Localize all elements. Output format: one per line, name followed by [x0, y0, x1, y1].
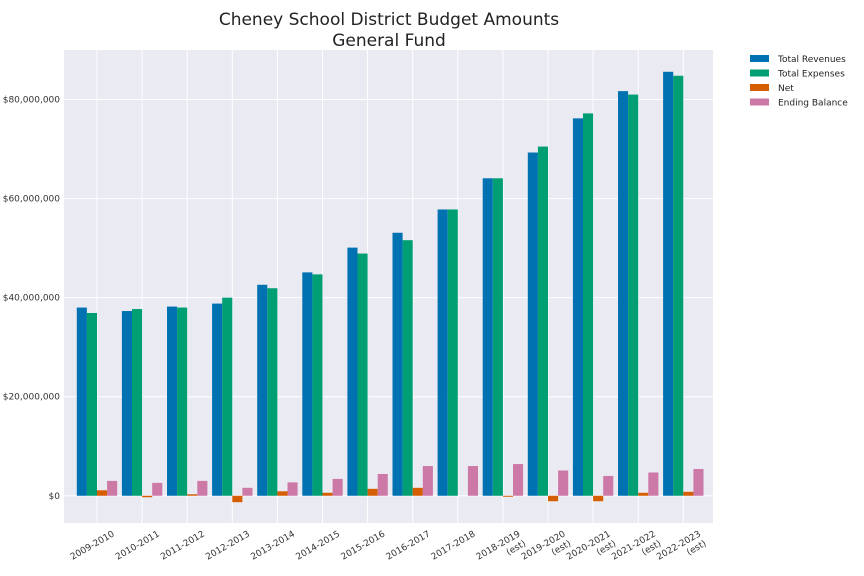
bar-ending-balance-12 [648, 472, 659, 496]
bar-ending-balance-11 [603, 475, 614, 496]
legend-swatch-2 [750, 84, 769, 91]
x-tick-label-13: 2022-2023(est) [655, 529, 708, 562]
legend-label-2: Net [778, 84, 794, 94]
bar-total-revenues-10 [527, 152, 538, 496]
bar-ending-balance-7 [422, 466, 433, 496]
bar-total-expenses-7 [402, 240, 413, 496]
x-tick-label-3: 2012-2013 [204, 529, 251, 562]
bar-total-revenues-2 [167, 306, 178, 496]
bar-net-5 [322, 492, 333, 496]
chart-title: Cheney School District Budget Amounts [219, 10, 559, 30]
x-tick-label-11: 2020-2021(est) [565, 529, 618, 562]
bar-net-1 [142, 495, 153, 498]
y-tick-label: $60,000,000 [3, 195, 61, 205]
bar-total-expenses-10 [537, 146, 548, 496]
bar-total-revenues-4 [257, 284, 268, 496]
bar-total-expenses-3 [222, 297, 233, 496]
bar-total-revenues-1 [121, 311, 132, 496]
bar-total-expenses-12 [628, 94, 639, 496]
bar-net-0 [97, 490, 108, 496]
x-tick-label: 2016-2017 [385, 529, 432, 562]
x-tick-label: 2010-2011 [114, 529, 161, 562]
x-tick-label: 2012-2013 [204, 529, 251, 562]
bar-total-expenses-13 [673, 75, 684, 496]
y-tick-label: $40,000,000 [3, 294, 61, 304]
bar-total-expenses-11 [583, 113, 594, 496]
x-tick-label-5: 2014-2015 [295, 529, 342, 562]
bar-total-expenses-2 [177, 307, 188, 496]
bar-total-revenues-7 [392, 232, 403, 496]
bar-total-expenses-0 [86, 313, 97, 496]
bar-total-expenses-6 [357, 253, 368, 496]
chart-subtitle: General Fund [332, 31, 446, 51]
bar-ending-balance-9 [513, 464, 524, 496]
x-tick-label-4: 2013-2014 [249, 529, 297, 562]
legend-swatch-0 [750, 55, 769, 62]
bar-total-revenues-0 [76, 307, 87, 496]
bar-ending-balance-2 [197, 480, 208, 496]
bar-total-expenses-1 [132, 309, 143, 496]
x-axis-ticks: 2009-20102010-20112011-20122012-20132013… [69, 529, 708, 562]
y-tick-label: $20,000,000 [3, 393, 61, 403]
bar-net-12 [638, 492, 649, 496]
y-axis-ticks: $0 $20,000,000 $40,000,000 $60,000,000 $80,0… [3, 96, 61, 502]
bar-total-expenses-5 [312, 274, 323, 496]
bars [76, 71, 704, 503]
legend-label-0: Total Revenues [777, 55, 846, 65]
x-tick-label-0: 2009-2010 [69, 529, 117, 562]
bar-ending-balance-8 [467, 466, 478, 496]
bar-ending-balance-5 [332, 478, 343, 496]
bar-net-4 [277, 491, 288, 496]
bar-total-revenues-9 [482, 178, 493, 496]
x-tick-label: 2015-2016 [340, 529, 388, 562]
bar-net-3 [232, 495, 243, 503]
bar-net-10 [548, 495, 559, 502]
x-tick-label: 2009-2010 [69, 529, 117, 562]
bar-total-revenues-8 [437, 209, 448, 496]
bar-total-revenues-6 [347, 247, 358, 496]
legend: Total Revenues Total Expenses Net Ending Ba… [750, 55, 848, 109]
x-tick-label-6: 2015-2016 [340, 529, 388, 562]
x-tick-label-7: 2016-2017 [385, 529, 432, 562]
bar-ending-balance-1 [152, 482, 163, 496]
bar-total-revenues-13 [663, 71, 674, 496]
bar-total-expenses-9 [492, 178, 503, 496]
bar-ending-balance-4 [287, 482, 298, 496]
x-tick-label: 2017-2018 [430, 529, 478, 562]
bar-net-11 [593, 495, 604, 502]
bar-ending-balance-6 [377, 473, 388, 496]
bar-total-expenses-4 [267, 288, 278, 496]
y-tick-label: $80,000,000 [3, 96, 61, 106]
bar-net-9 [502, 495, 513, 497]
bar-net-7 [412, 487, 423, 496]
x-tick-label: 2011-2012 [159, 529, 206, 562]
bar-ending-balance-13 [693, 469, 704, 496]
legend-swatch-3 [750, 98, 769, 106]
x-tick-label-1: 2010-2011 [114, 529, 161, 562]
legend-swatch-1 [750, 69, 769, 77]
x-tick-label: 2014-2015 [295, 529, 342, 562]
bar-ending-balance-3 [242, 487, 253, 496]
bar-total-revenues-3 [212, 303, 223, 496]
legend-label-1: Total Expenses [777, 70, 845, 80]
bar-net-13 [683, 491, 694, 496]
y-tick-label: $0 [49, 492, 61, 502]
x-tick-label-10: 2019-2020(est) [520, 529, 573, 562]
x-tick-label-2: 2011-2012 [159, 529, 206, 562]
bar-total-revenues-11 [572, 118, 583, 496]
x-tick-label-8: 2017-2018 [430, 529, 478, 562]
legend-label-3: Ending Balance [778, 99, 848, 109]
bar-total-revenues-12 [618, 91, 629, 496]
bar-total-expenses-8 [447, 209, 458, 496]
bar-ending-balance-10 [558, 470, 569, 496]
bar-ending-balance-0 [107, 480, 118, 496]
plot-area [64, 50, 713, 523]
bar-total-revenues-5 [302, 272, 313, 496]
bar-net-6 [367, 488, 378, 496]
x-tick-label-12: 2021-2022(est) [610, 529, 663, 562]
x-tick-label: 2013-2014 [249, 529, 297, 562]
bar-net-2 [187, 494, 198, 496]
x-tick-label-9: 2018-2019(est) [475, 529, 528, 562]
